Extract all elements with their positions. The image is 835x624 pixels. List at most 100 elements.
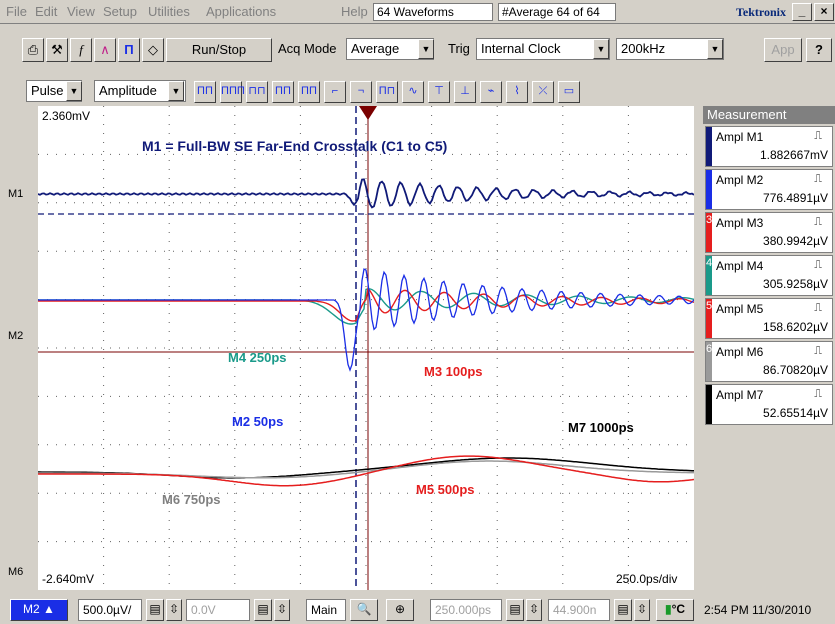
waveform-icon[interactable]: ∧ [94,38,116,62]
measurement-row[interactable]: 4 Ampl M4 ⎍ 305.9258µV [705,255,833,296]
meas-row-value: 52.65514µV [763,406,828,420]
menu-file[interactable]: File [6,4,27,19]
zoom-icon[interactable]: 🔍 [350,599,378,621]
period-icon[interactable]: ⊓⊓ [246,81,268,103]
delay-field[interactable]: 44.900n [548,599,610,621]
measurement-row[interactable]: 3 Ampl M3 ⎍ 380.9942µV [705,212,833,253]
channel-color-strip [706,299,712,338]
crossing-icon[interactable]: ⤫ [532,81,554,103]
channel-select-button[interactable]: M2 ▲ [10,599,68,621]
trigger-marker [359,106,377,120]
math-icon[interactable]: f [70,38,92,62]
freq-icon[interactable]: ∿ [402,81,424,103]
pulse-icon: ⎍ [814,216,822,228]
waveform-canvas [38,106,694,590]
measurement-row[interactable]: 6 Ampl M6 ⎍ 86.70820µV [705,341,833,382]
menu-applications[interactable]: Applications [206,4,277,19]
trig-rate-chevron-down-icon[interactable]: ▼ [707,39,723,59]
cursor-icon[interactable]: Π [118,38,140,62]
annotation-m7: M7 1000ps [568,420,634,435]
waveform-m3 [38,287,694,322]
plot-title: M1 = Full-BW SE Far-End Crosstalk (C1 to… [142,138,448,154]
marker-m2[interactable]: M2 [8,330,24,342]
acq-mode-select[interactable]: Average [346,38,434,60]
position-menu-icon[interactable]: ▤ [506,599,524,621]
pos-width-icon[interactable]: ΠΠ [272,81,294,103]
burst-icon[interactable]: ΠΠΠ [220,81,245,103]
trig-source-chevron-down-icon[interactable]: ▼ [593,39,609,59]
menu-setup[interactable]: Setup [103,4,137,19]
low-icon[interactable]: ⊥ [454,81,476,103]
offset-field[interactable]: 0.0V [186,599,250,621]
thermometer-icon[interactable]: ▮°C [656,599,694,621]
offset-menu-icon[interactable]: ▤ [254,599,272,621]
overshoot-icon[interactable]: ⌇ [506,81,528,103]
meas-row-value: 776.4891µV [763,191,828,205]
close-button[interactable]: × [814,3,834,21]
duty-icon[interactable]: Π⊓ [376,81,398,103]
app-button[interactable]: App [764,38,802,62]
position-field[interactable]: 250.000ps [430,599,502,621]
trig-rate-select[interactable]: 200kHz [616,38,724,60]
print-icon[interactable]: ⎙ [22,38,44,62]
measurement-row[interactable]: 5 Ampl M5 ⎍ 158.6202µV [705,298,833,339]
offset-spinner-icon[interactable]: ⇳ [274,599,290,621]
menu-utilities[interactable]: Utilities [148,4,190,19]
high-icon[interactable]: ⊤ [428,81,450,103]
jitter-icon[interactable]: ⌁ [480,81,502,103]
measurement-header: Measurement [703,106,835,124]
waveform-m4 [38,288,694,325]
acq-mode-label: Acq Mode [278,41,337,56]
measurement-selector: Pulse ▼ Amplitude ▼ ΠΠ ΠΠΠ ⊓⊓ ΠΠ ΠΠ ⌐ ¬ Π⊓ ∿ ⊤ ⊥ ⌁ ⌇… [0,80,835,104]
channel-color-strip [706,385,712,424]
pulse-icon: ⎍ [814,302,822,314]
meas-row-number: 5 [706,300,713,312]
delay-menu-icon[interactable]: ▤ [614,599,632,621]
minimize-button[interactable]: _ [792,3,812,21]
scale-field[interactable]: 500.0µV/ [78,599,142,621]
measurement-list: Ampl M1 ⎍ 1.882667mV Ampl M2 ⎍ 776.4891µV 3 Amp… [703,126,835,425]
meas-row-label: Ampl M6 [716,345,764,359]
meas-row-label: Ampl M7 [716,388,764,402]
marker-m6[interactable]: M6 [8,566,24,578]
meas-type-chevron-down-icon[interactable]: ▼ [66,81,82,101]
measurement-row[interactable]: Ampl M2 ⎍ 776.4891µV [705,169,833,210]
eraser-icon[interactable]: ◇ [142,38,164,62]
help-icon[interactable]: ? [806,38,832,62]
meas-row-label: Ampl M2 [716,173,764,187]
zoom-2-icon[interactable]: ⊕ [386,599,414,621]
channel-color-strip [706,342,712,381]
menu-help[interactable]: Help [341,4,368,19]
meas-row-label: Ampl M5 [716,302,764,316]
measurement-row[interactable]: Ampl M1 ⎍ 1.882667mV [705,126,833,167]
run-stop-button[interactable]: Run/Stop [166,38,272,62]
measurement-row[interactable]: Ampl M7 ⎍ 52.65514µV [705,384,833,425]
meas-row-number: 6 [706,343,713,355]
position-spinner-icon[interactable]: ⇳ [526,599,542,621]
measurement-panel: Measurement Ampl M1 ⎍ 1.882667mV Ampl M2 ⎍ 77… [703,106,835,590]
delay-spinner-icon[interactable]: ⇳ [634,599,650,621]
main-field[interactable]: Main [306,599,346,621]
menu-edit[interactable]: Edit [35,4,58,19]
scale-menu-icon[interactable]: ▤ [146,599,164,621]
pulse-width-icon[interactable]: ΠΠ [194,81,216,103]
top-scale-label: 2.360mV [42,109,91,123]
rise-icon[interactable]: ⌐ [324,81,346,103]
scale-spinner-icon[interactable]: ⇳ [166,599,182,621]
acq-mode-chevron-down-icon[interactable]: ▼ [418,39,434,59]
menu-view[interactable]: View [67,4,95,19]
meas-row-value: 380.9942µV [763,234,828,248]
waveform-display[interactable]: 2.360mV M1 = Full-BW SE Far-End Crosstal… [38,106,694,590]
trig-label: Trig [448,41,470,56]
meas-row-value: 305.9258µV [763,277,828,291]
fall-icon[interactable]: ¬ [350,81,372,103]
meas-param-chevron-down-icon[interactable]: ▼ [168,81,184,101]
neg-width-icon[interactable]: ΠΠ [298,81,320,103]
tools-icon[interactable]: ⚒ [46,38,68,62]
area-icon[interactable]: ▭ [558,81,580,103]
meas-row-label: Ampl M4 [716,259,764,273]
record-length-field[interactable]: 64 Waveforms [373,3,493,21]
marker-m1[interactable]: M1 [8,188,24,200]
trig-source-select[interactable]: Internal Clock [476,38,610,60]
meas-param-select[interactable]: Amplitude [94,80,186,102]
